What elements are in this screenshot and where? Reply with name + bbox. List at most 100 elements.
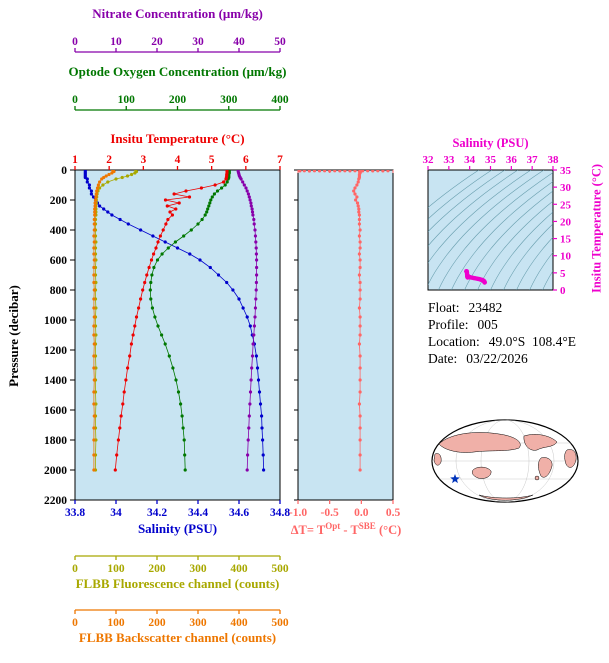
tick-label: 25 [560, 199, 572, 211]
tick-label: 30 [560, 182, 572, 194]
tick-label: 500 [271, 617, 289, 629]
tick-label: 34.4 [188, 507, 208, 519]
tick-label: -1.0 [289, 507, 307, 519]
landmass-south-america [538, 457, 553, 478]
tick-label: 0 [72, 94, 78, 106]
tick-label: 0.0 [354, 507, 369, 519]
delta-t-label-part: - T [340, 523, 359, 538]
tick-label: 0 [72, 563, 78, 575]
pressure-tick-label: 1600 [44, 405, 67, 417]
tick-label: 38 [548, 154, 560, 166]
landmass-australia [471, 466, 492, 479]
tick-label: 200 [169, 94, 187, 106]
tick-label: -0.5 [321, 507, 339, 519]
date-value: 03/22/2026 [466, 351, 528, 366]
tick-label: 34 [464, 154, 476, 166]
tick-label: 15 [560, 234, 572, 246]
tick-label: 400 [271, 94, 289, 106]
landmass-eurasia [438, 432, 521, 453]
fluorescence-axis-title: FLBB Fluorescence channel (counts) [75, 576, 280, 591]
tick-label: 33.8 [65, 507, 85, 519]
location-label: Location: [428, 334, 480, 349]
delta-t-axis-title: ΔT= TOpt - TSBE (°C) [283, 521, 409, 538]
backscatter-axis-title: FLBB Backscatter channel (counts) [78, 630, 277, 645]
tick-label: 6 [243, 154, 249, 166]
ts-temperature-axis-title: Insitu Temperature (°C) [589, 163, 604, 294]
temperature-axis-title: Insitu Temperature (°C) [110, 131, 245, 146]
pressure-tick-label: 800 [50, 285, 68, 297]
tick-label: 35 [560, 165, 572, 177]
oxygen-axis-title: Optode Oxygen Concentration (μm/kg) [68, 64, 287, 79]
tick-label: 34 [110, 507, 122, 519]
tick-label: 20 [560, 216, 572, 228]
profile-number-label: Profile: [428, 317, 469, 332]
float-location-star [450, 474, 460, 484]
pressure-axis-title: Pressure (decibar) [6, 285, 21, 387]
tick-label: 0 [560, 285, 566, 297]
tick-label: 3 [140, 154, 146, 166]
pressure-tick-label: 1800 [44, 435, 67, 447]
ts-scatter [464, 269, 487, 285]
landmass-north-america [523, 434, 558, 451]
tick-label: 400 [230, 617, 248, 629]
float-id-value: 23482 [468, 300, 503, 315]
tick-label: 10 [560, 251, 572, 263]
nitrate-axis-title: Nitrate Concentration (μm/kg) [92, 6, 263, 21]
ts-salinity-axis-title: Salinity (PSU) [452, 136, 529, 150]
tick-label: 34.2 [147, 507, 167, 519]
delta-t-curve [298, 170, 390, 472]
tick-label: 7 [277, 154, 283, 166]
tick-label: 100 [107, 617, 125, 629]
location-value: 49.0°S 108.4°E [488, 334, 577, 349]
tick-label: 5 [209, 154, 215, 166]
tick-label: 200 [148, 563, 166, 575]
tick-label: 1 [72, 154, 78, 166]
landmass-africa [564, 449, 577, 468]
pressure-tick-label: 200 [50, 195, 68, 207]
delta-t-panel [297, 169, 394, 501]
date-line: Date: 03/22/2026 [428, 351, 528, 367]
delta-t-label-sup-opt: Opt [325, 521, 341, 531]
tick-label: 0 [72, 36, 78, 48]
tick-label: 33 [443, 154, 455, 166]
tick-label: 34.6 [229, 507, 249, 519]
float-id-line: Float: 23482 [428, 300, 502, 316]
map-landmasses [433, 432, 577, 501]
tick-label: 500 [271, 563, 289, 575]
pressure-tick-label: 2000 [44, 465, 67, 477]
tick-label: 5 [560, 268, 566, 280]
tick-label: 0 [72, 617, 78, 629]
pressure-tick-label: 0 [61, 165, 67, 177]
pressure-tick-label: 1200 [44, 345, 67, 357]
profile-curves [83, 170, 266, 472]
landmass-new-zealand [534, 475, 540, 481]
float-id-label: Float: [428, 300, 460, 315]
tick-label: 10 [110, 36, 122, 48]
tick-label: 100 [118, 94, 136, 106]
location-line: Location: 49.0°S 108.4°E [428, 334, 576, 350]
pressure-tick-label: 1400 [44, 375, 67, 387]
tick-label: 100 [107, 563, 125, 575]
salinity-axis-title: Salinity (PSU) [137, 521, 218, 536]
tick-label: 34.8 [270, 507, 290, 519]
tick-label: 400 [230, 563, 248, 575]
tick-label: 32 [423, 154, 435, 166]
delta-t-label-sup-sbe: SBE [358, 521, 376, 531]
tick-label: 300 [189, 563, 207, 575]
tick-label: 36 [506, 154, 518, 166]
tick-label: 20 [151, 36, 163, 48]
pressure-tick-label: 2200 [44, 495, 67, 507]
tick-label: 40 [233, 36, 245, 48]
ts-diagram-panel [427, 169, 554, 291]
isopycnal-contours [428, 170, 553, 290]
tick-label: 0.5 [386, 507, 401, 519]
main-profile-panel [74, 169, 281, 501]
tick-label: 50 [274, 36, 286, 48]
delta-t-label-part: (°C) [375, 523, 402, 538]
tick-label: 35 [485, 154, 497, 166]
tick-label: 300 [189, 617, 207, 629]
landmass-antarctica [478, 494, 534, 501]
world-map [431, 419, 579, 503]
tick-label: 300 [220, 94, 238, 106]
